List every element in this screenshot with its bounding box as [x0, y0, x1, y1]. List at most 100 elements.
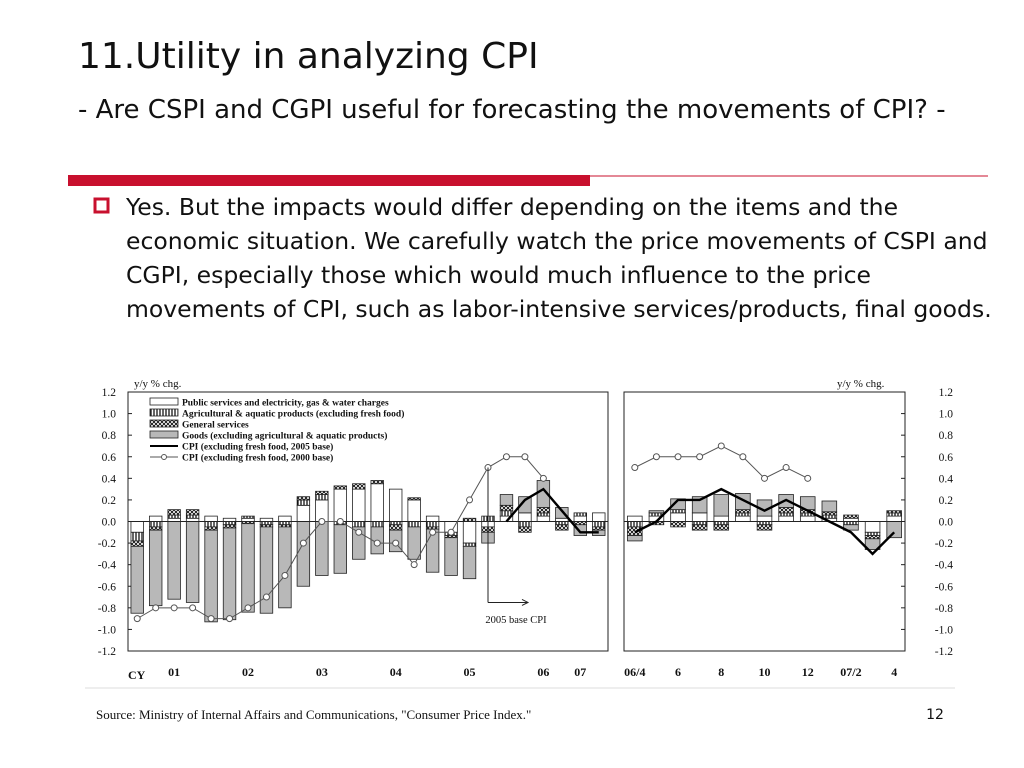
- y-tick-label: 0.8: [939, 430, 954, 442]
- bar-segment: [821, 511, 838, 516]
- bar-segment: [735, 512, 751, 517]
- bar-segment: [592, 526, 606, 531]
- bar-segment: [713, 515, 730, 522]
- bar-segment: [518, 496, 532, 514]
- y-tick-label: -0.2: [935, 538, 953, 550]
- bar-segment: [333, 488, 347, 522]
- bar-segment: [518, 526, 532, 533]
- bar-segment: [407, 526, 421, 560]
- bar-segment: [536, 515, 551, 522]
- bar-segment: [444, 537, 458, 576]
- bar-segment: [167, 509, 181, 516]
- line-marker: [244, 604, 252, 612]
- bar-segment: [222, 527, 237, 621]
- bar-segment: [778, 507, 794, 514]
- x-tick-label: 06/4: [624, 665, 645, 679]
- bar-segment: [735, 515, 751, 522]
- bar-segment: [278, 515, 292, 522]
- bar-segment: [756, 515, 773, 522]
- bar-segment: [333, 485, 347, 490]
- bar-segment: [778, 512, 794, 517]
- bar-segment: [462, 521, 477, 544]
- x-tick-label: 6: [675, 665, 681, 679]
- legend-label: CPI (excluding fresh food, 2000 base): [182, 453, 333, 464]
- legend-swatch: [149, 397, 179, 406]
- bar-segment: [370, 480, 384, 485]
- legend-label: General services: [182, 421, 249, 431]
- bar-segment: [389, 488, 403, 522]
- y-tick-label: -0.4: [935, 560, 953, 572]
- line-marker: [739, 453, 747, 461]
- line-marker: [226, 615, 234, 623]
- x-tick-label: 10: [759, 665, 771, 679]
- x-tick-label: 07/2: [840, 665, 861, 679]
- line: [634, 487, 896, 556]
- bar-segment: [627, 515, 643, 522]
- slide-title: 11.Utility in analyzing CPI: [78, 36, 539, 77]
- bar-segment: [241, 515, 255, 519]
- bar-segment: [518, 521, 532, 528]
- bar-segment: [204, 529, 218, 623]
- y-tick-label: 0.2: [939, 495, 954, 507]
- bar-segment: [296, 504, 311, 522]
- x-tick-label: 02: [242, 665, 254, 679]
- bar-segment: [573, 524, 587, 536]
- line-marker: [410, 561, 418, 569]
- line-marker: [447, 528, 455, 536]
- bar-segment: [149, 526, 163, 531]
- line-marker: [717, 442, 725, 450]
- y-tick-label: 0.2: [102, 495, 117, 507]
- bar-segment: [691, 512, 708, 522]
- y-tick-label: 0.4: [102, 473, 117, 485]
- bar-segment: [756, 524, 773, 531]
- bar-segment: [425, 521, 440, 528]
- bar-segment: [670, 512, 686, 522]
- line-marker: [652, 453, 660, 461]
- bar-segment: [886, 512, 902, 517]
- bar-segment: [573, 515, 587, 522]
- bar-segment: [592, 512, 606, 522]
- line-marker: [804, 474, 812, 482]
- x-tick-label: 03: [316, 665, 328, 679]
- bar-segment: [462, 545, 477, 580]
- y-tick-label: -0.6: [935, 581, 953, 593]
- bar-segment: [259, 526, 274, 614]
- bar-segment: [499, 504, 514, 512]
- line-marker: [133, 615, 141, 623]
- y-tick-label: 1.0: [102, 409, 117, 421]
- bar-segment: [735, 509, 751, 514]
- bar-segment: [204, 521, 218, 528]
- line-marker: [336, 518, 344, 525]
- bar-segment: [778, 515, 794, 522]
- bar-segment: [555, 524, 569, 531]
- bar-segment: [130, 545, 144, 614]
- bar-segment: [627, 521, 643, 528]
- line-marker: [674, 453, 682, 461]
- page-number: 12: [926, 707, 944, 723]
- legend-label: Agricultural & aquatic products (excludi…: [182, 409, 404, 420]
- bar-segment: [864, 521, 881, 533]
- line-marker: [318, 518, 326, 525]
- y-tick-label: 0.0: [939, 517, 954, 529]
- line-marker: [521, 453, 529, 461]
- bar-segment: [241, 523, 255, 613]
- bar-segment: [536, 507, 551, 514]
- x-tick-label: 04: [390, 665, 402, 679]
- y-tick-label: -1.0: [935, 624, 953, 636]
- y-tick-label: -1.2: [935, 646, 953, 658]
- bar-segment: [407, 521, 421, 528]
- bar-segment: [821, 500, 838, 513]
- y-tick-label: 0.4: [939, 473, 954, 485]
- x-tick-label: 06: [537, 665, 549, 679]
- y-tick-label: -0.8: [935, 603, 953, 615]
- y-tick-label: -0.6: [98, 581, 116, 593]
- title-rule: [68, 175, 590, 186]
- bar-segment: [518, 512, 532, 522]
- bar-segment: [185, 521, 200, 603]
- bar-segment: [555, 507, 569, 519]
- y-tick-label: 1.2: [939, 387, 954, 399]
- bar-segment: [130, 521, 144, 533]
- y-tick-label: 0.8: [102, 430, 117, 442]
- line-marker: [392, 539, 400, 547]
